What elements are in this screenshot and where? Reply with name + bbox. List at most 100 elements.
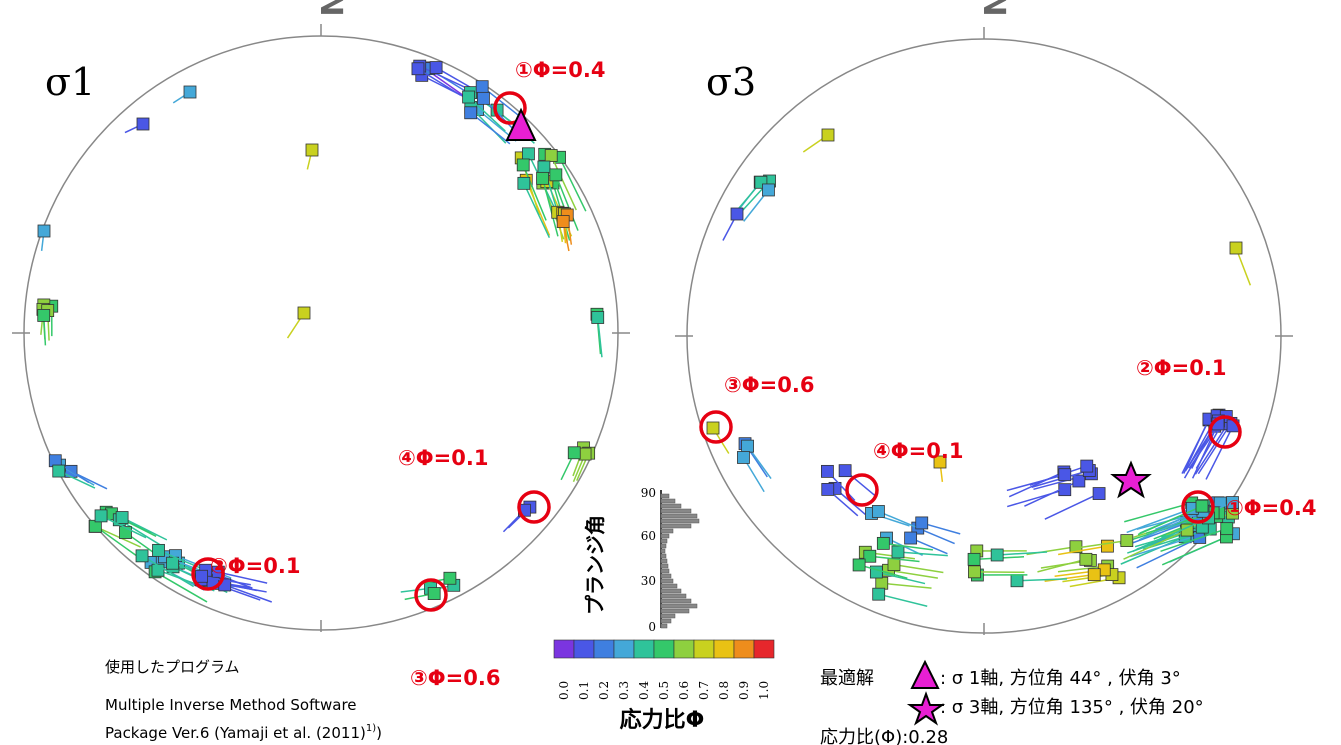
right-north-label: N [976,0,1011,17]
data-point [1072,474,1086,488]
data-point [904,531,918,545]
data-point [915,516,929,530]
plunge-bar [660,513,698,519]
plunge-bar [660,598,692,604]
data-point [443,571,457,585]
right-sigma-label: σ3 [706,60,756,104]
slip-line [1124,502,1192,523]
left-north-label: N [313,0,348,17]
slip-line [419,65,466,89]
data-point [136,117,150,131]
slip-line [417,68,461,96]
right-sigma3-star-marker [1110,460,1152,499]
data-point [475,80,489,94]
slip-line [897,551,948,557]
data-point [464,106,478,120]
data-point [1220,522,1234,536]
data-point [37,224,51,238]
program-line1: Multiple Inverse Method Software [105,696,357,714]
slip-line [1006,473,1065,492]
colorbar-tick: 0.8 [717,681,731,700]
plunge-tick-30: 30 [641,574,656,588]
colorbar-tick: 0.0 [557,681,571,700]
data-point [730,207,744,221]
slip-line [1161,536,1227,566]
plunge-bar [660,618,672,624]
program-heading: 使用したプログラム [105,658,240,676]
plunge-bar [660,563,669,569]
slip-line [1183,418,1210,474]
slip-line [883,542,933,551]
slip-line [1160,527,1228,552]
data-point [821,483,835,496]
colorbar-cell [573,639,595,659]
plunge-bar [660,613,676,619]
highlight-circle [414,578,448,612]
data-point [1195,499,1209,513]
slip-line [888,569,939,579]
highlight-circle [699,410,733,444]
data-point [875,576,889,590]
colorbar-tick: 0.3 [617,681,631,700]
data-point [737,451,750,464]
colorbar-cell [593,639,615,659]
data-point [967,552,981,566]
data-point [305,143,319,157]
plunge-bar [660,603,698,609]
data-point [821,128,835,142]
slip-line [1077,539,1127,549]
left-stereonet: N σ1 ①Φ=0.4 ②Φ=0.1 ③Φ=0.6 ④Φ=0.1 [12,0,630,690]
plunge-bar [660,578,674,584]
slip-line [522,164,547,221]
slip-line [878,593,928,607]
data-point [578,447,592,461]
data-point [990,548,1004,562]
data-point [135,549,149,563]
slip-line [470,112,511,145]
plunge-bar [660,583,678,589]
plunge-bar [660,558,668,564]
slip-line [876,571,926,585]
highlight-circle [845,473,879,507]
colorbar-cell [553,639,575,659]
data-point [887,558,901,571]
slip-line [1024,480,1080,507]
slip-line [869,555,920,563]
colorbar-tick: 0.9 [737,681,751,700]
slip-line [141,555,194,588]
slip-line [1120,536,1186,565]
data-point [821,464,834,478]
slip-line [154,571,208,603]
data-point [863,549,877,563]
colorbar-cell [613,639,635,659]
slip-line [224,584,273,603]
slip-line [1205,425,1234,480]
data-point [37,309,51,322]
slip-line [881,582,932,589]
right-annotation-1: ①Φ=0.4 [1226,496,1316,520]
slip-line [94,525,137,556]
plunge-bar [660,538,668,544]
plunge-bar [660,493,670,499]
data-point [462,90,476,104]
data-point [1087,568,1101,582]
data-point [297,306,311,320]
colorbar-cell [753,639,775,659]
plunge-tick-60: 60 [641,529,656,543]
slip-line [1058,545,1108,556]
left-sigma-label: σ1 [45,60,95,104]
data-point [1120,534,1134,548]
colorbar-tick: 0.4 [637,681,651,700]
data-point [1080,459,1094,473]
slip-line [858,564,908,579]
slip-line [481,86,522,119]
slip-line [201,575,251,586]
right-highlight-circles [699,410,1242,524]
data-point [516,158,530,172]
slip-line [1136,536,1201,569]
data-point [706,421,720,435]
legend-triangle-icon [910,659,940,689]
slip-line [1191,423,1219,479]
slip-line [550,155,577,211]
